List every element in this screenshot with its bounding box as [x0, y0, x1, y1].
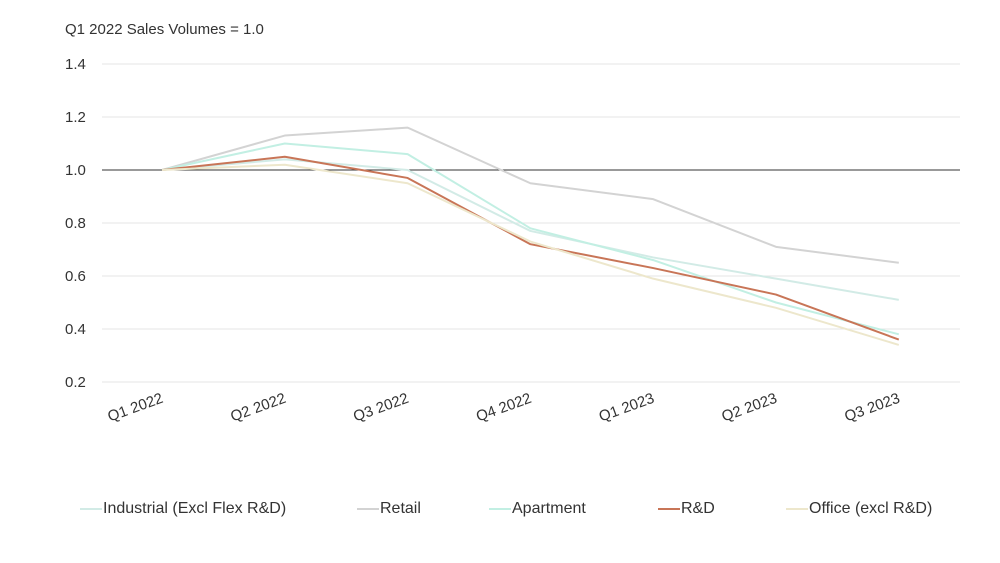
legend-label: R&D [681, 500, 715, 517]
x-tick-label: Q3 2023 [842, 390, 902, 426]
legend-label: Apartment [512, 500, 586, 517]
series-line-apartment [161, 142, 900, 336]
y-tick-label: 0.6 [65, 268, 86, 285]
grid-lines [102, 63, 960, 383]
series-line-retail [161, 126, 899, 264]
legend-item: Office (excl R&D) [786, 500, 932, 518]
series-line-industrial-excl-flex-r-d [161, 158, 899, 301]
legend-item: Retail [357, 500, 421, 518]
x-tick-label: Q2 2022 [228, 390, 288, 426]
series-line-r-d [161, 155, 900, 341]
legend-label: Retail [380, 500, 421, 517]
y-tick-label: 0.4 [65, 321, 86, 338]
legend-label: Industrial (Excl Flex R&D) [103, 500, 287, 517]
x-tick-label: Q4 2022 [474, 390, 534, 426]
chart-plot: 1.4 1.2 1.0 0.8 0.6 0.4 0.2 Q1 2022 Q2 2022 Q3 2… [65, 56, 960, 426]
legend-item: Apartment [489, 500, 586, 518]
legend-swatch [658, 508, 680, 510]
y-tick-label: 1.2 [65, 109, 86, 126]
legend: Industrial (Excl Flex R&D) Retail Apartmen… [0, 500, 1000, 524]
legend-item: Industrial (Excl Flex R&D) [80, 500, 286, 518]
x-tick-label: Q1 2022 [105, 390, 165, 426]
legend-swatch [80, 508, 102, 510]
y-axis-ticks: 1.4 1.2 1.0 0.8 0.6 0.4 0.2 [65, 56, 86, 391]
series-line-office-excl-r-d [161, 163, 900, 346]
legend-swatch [786, 508, 808, 510]
x-tick-label: Q3 2022 [351, 390, 411, 426]
x-tick-label: Q1 2023 [597, 390, 657, 426]
legend-swatch [357, 508, 379, 510]
y-tick-label: 0.8 [65, 215, 86, 232]
legend-item: R&D [658, 500, 715, 518]
y-tick-label: 0.2 [65, 374, 86, 391]
x-axis-ticks: Q1 2022 Q2 2022 Q3 2022 Q4 2022 Q1 2023 Q2 20… [105, 390, 902, 426]
legend-label: Office (excl R&D) [809, 500, 933, 517]
y-tick-label: 1.0 [65, 162, 86, 179]
x-tick-label: Q2 2023 [719, 390, 779, 426]
legend-swatch [489, 508, 511, 510]
series-lines [161, 126, 900, 346]
y-tick-label: 1.4 [65, 56, 86, 73]
chart-subtitle: Q1 2022 Sales Volumes = 1.0 [65, 21, 264, 38]
